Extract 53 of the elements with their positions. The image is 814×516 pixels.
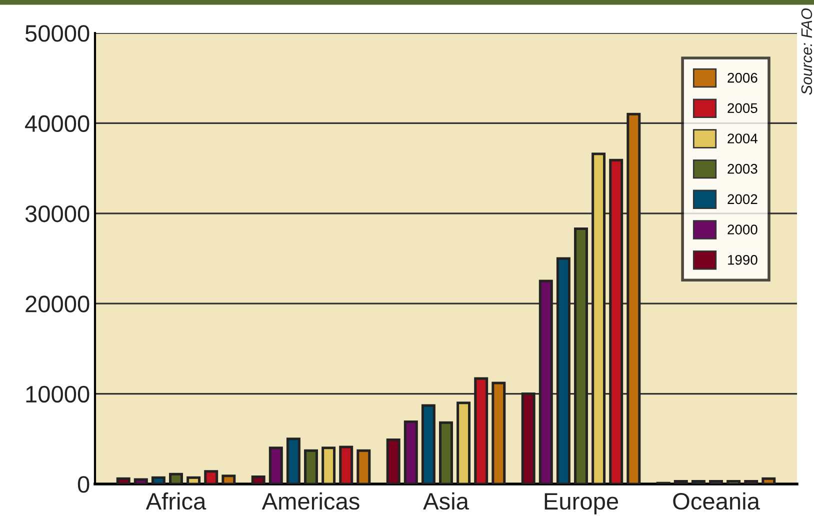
bar xyxy=(709,480,723,484)
bar xyxy=(556,257,570,484)
legend-label: 2003 xyxy=(728,164,758,174)
bar xyxy=(322,446,336,484)
bar xyxy=(592,152,606,484)
bar xyxy=(726,480,741,484)
x-tick-label: Americas xyxy=(262,492,360,510)
bar xyxy=(151,476,166,484)
bar xyxy=(538,280,553,484)
legend-label: 2000 xyxy=(728,224,758,234)
source-note: Source: FAO xyxy=(801,8,812,95)
y-tick-label: 40000 xyxy=(25,115,90,132)
y-tick-label: 10000 xyxy=(26,386,90,403)
legend-label: 2005 xyxy=(728,103,758,114)
bar xyxy=(186,476,201,484)
bar xyxy=(386,438,400,484)
legend-label: 2006 xyxy=(728,72,758,83)
bar xyxy=(268,446,283,484)
x-tick-label: Asia xyxy=(423,492,469,510)
x-tick-label: Oceania xyxy=(673,492,760,510)
bar xyxy=(421,404,436,484)
bar xyxy=(691,480,706,484)
y-tick-label: 20000 xyxy=(26,296,90,312)
bar xyxy=(116,477,130,484)
bar xyxy=(609,158,624,484)
bar xyxy=(762,477,776,484)
legend-label: 1990 xyxy=(728,254,758,265)
bar xyxy=(521,392,536,484)
bar xyxy=(222,474,236,484)
bar xyxy=(456,402,471,484)
bar xyxy=(304,449,318,484)
x-tick-label: Africa xyxy=(146,492,206,510)
bar xyxy=(574,227,588,484)
y-tick-label: 50000 xyxy=(25,25,90,42)
bar xyxy=(474,377,488,484)
legend-label: 2002 xyxy=(728,194,758,204)
bar xyxy=(339,446,354,484)
bar xyxy=(439,421,453,484)
bar xyxy=(204,470,218,484)
bar xyxy=(169,472,183,484)
bar xyxy=(744,480,758,484)
bar xyxy=(674,480,688,484)
bar xyxy=(492,382,506,484)
legend-label: 2004 xyxy=(728,134,758,144)
y-tick-label: 0 xyxy=(78,476,90,493)
y-tick-label: 30000 xyxy=(25,205,90,222)
bar xyxy=(356,449,371,484)
bar xyxy=(286,438,300,484)
bar xyxy=(251,476,266,484)
bar xyxy=(626,112,641,484)
bar xyxy=(134,478,148,484)
x-tick-label: Europe xyxy=(544,493,618,514)
bar xyxy=(404,420,418,484)
